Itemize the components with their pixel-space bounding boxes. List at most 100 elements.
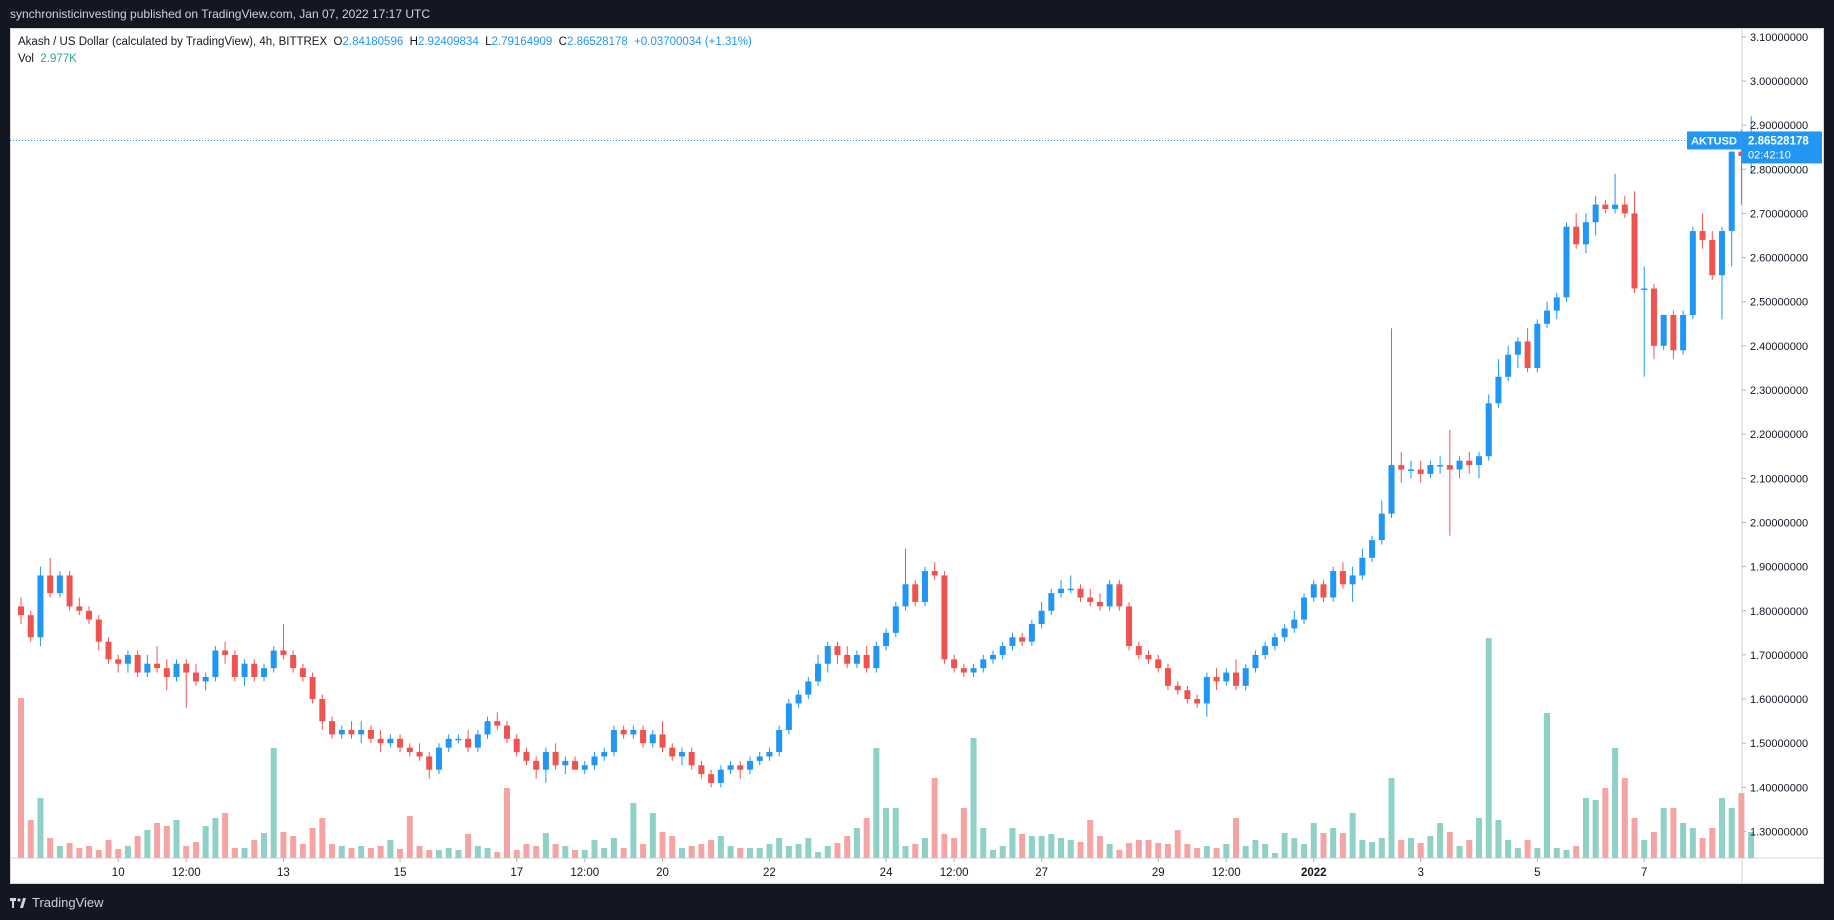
volume-bar [912,844,919,858]
volume-bar [251,840,258,858]
candle-body [1203,676,1210,704]
volume-bar [280,832,287,858]
candle-body [1019,637,1026,642]
volume-bar [805,838,812,858]
candle-body [649,734,656,744]
price-tick-label: 1.80000000 [1750,606,1808,618]
candle-body [892,606,899,633]
candle-body [747,760,753,770]
candle-body [1631,213,1638,289]
candle-body [1233,672,1239,686]
volume-bar [834,843,841,858]
volume-bar [766,844,773,858]
candle-body [620,729,627,735]
candle-body [1320,584,1327,598]
candles [18,116,1755,788]
volume-bar [241,848,248,858]
candle-body [844,654,851,664]
candle-body [1310,584,1317,598]
volume-bar [1407,838,1414,858]
volume-bar [698,844,705,858]
candle-body [1009,637,1016,647]
candle-body [1096,601,1103,607]
volume-bar [1301,844,1308,858]
candle-body [1038,610,1045,625]
candle-body [727,765,734,770]
volume-bar [86,846,93,858]
candle-body [329,721,336,735]
volume-bar [669,836,676,858]
grid [10,28,1824,884]
change-value: +0.03700034 (+1.31%) [634,36,752,48]
volume-bar [397,849,404,858]
volume-bar [1233,818,1239,858]
candle-body [1330,571,1337,598]
volume-bar [1738,793,1745,858]
time-tick-label: 12:00 [940,867,969,879]
candle-body [990,654,996,660]
volume-bar [659,832,666,858]
volume-bar [1378,838,1385,858]
volume-bar [1009,828,1016,858]
candle-body [1738,151,1745,157]
candle-body [1048,593,1055,611]
candle-body [1067,588,1074,591]
volume-bar [1349,813,1356,858]
candle-body [708,774,715,783]
candle-body [1534,323,1541,368]
volume-bar [1164,844,1171,858]
volume-bar [1709,828,1716,858]
price-tick-label: 2.30000000 [1750,385,1808,397]
volume-bar [27,820,34,858]
price-tag-countdown: 02:42:10 [1748,149,1791,161]
tradingview-logo[interactable]: TradingView [10,895,104,910]
volume-bar [1126,843,1133,858]
candle-body [397,738,404,748]
volume-bar [329,844,336,858]
candle-body [785,703,792,730]
candle-body [1466,460,1473,466]
volume-bar [620,848,627,858]
volume-bar [338,846,345,858]
candle-body [1456,460,1463,470]
price-tick-label: 1.70000000 [1750,650,1808,662]
volume-bar [883,808,890,858]
price-tick-label: 3.00000000 [1750,76,1808,88]
volume-bar [95,850,102,858]
volume-bar [542,833,549,858]
volume-bar [465,834,472,858]
volume-bar [688,846,695,858]
candle-body [980,659,987,669]
volume-bar [1145,840,1152,858]
symbol-tag-label: AKTUSD [1691,135,1737,147]
price-tick-label: 2.80000000 [1750,164,1808,176]
volume-bar [222,813,229,858]
volume-bar [1680,823,1687,858]
candle-body [1223,672,1230,682]
volume-bar [1524,840,1531,858]
candle-body [669,747,676,757]
volume-bar [1019,834,1026,858]
candle-body [270,650,277,669]
chart-frame[interactable] [10,28,1824,884]
candle-body [824,646,831,664]
volume-bar [435,850,442,858]
volume-bar [1728,808,1735,858]
volume-bar [183,846,190,858]
volume-bar [737,848,744,858]
time-tick-label: 27 [1035,867,1048,879]
price-tick-label: 2.10000000 [1750,473,1808,485]
volume-bar [56,846,63,858]
volume-bar [1048,834,1055,858]
candle-body [348,729,355,735]
candle-body [533,760,540,770]
volume-bar [163,826,170,858]
volume-bar [1505,840,1512,858]
candle-body [66,575,73,607]
high-value: 2.92409834 [417,36,479,48]
candle-body [183,663,190,673]
volume-bar [513,850,520,858]
candle-body [494,721,501,726]
volume-bar [1213,848,1220,858]
